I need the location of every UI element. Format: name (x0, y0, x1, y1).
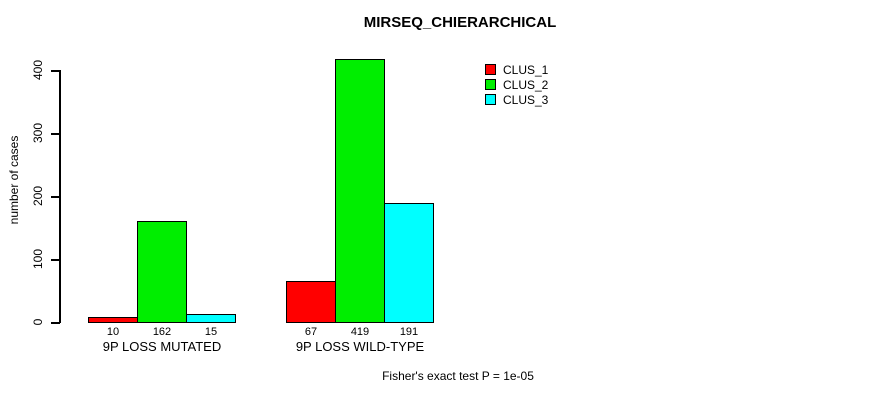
bar-value-label: 419 (350, 326, 370, 338)
y-tick-mark (51, 70, 60, 72)
y-tick-label: 300 (31, 122, 45, 144)
y-tick-label: 0 (31, 318, 45, 326)
bar-value-label: 162 (152, 326, 172, 338)
legend-swatch-clus2 (485, 79, 496, 90)
y-axis-label: number of cases (7, 135, 21, 225)
y-tick-label: 100 (31, 248, 45, 270)
legend-entry: CLUS_1 (485, 62, 548, 77)
bar-value-label: 67 (304, 326, 318, 338)
legend-label: CLUS_1 (503, 62, 549, 77)
x-category-label-wildtype: 9P LOSS WILD-TYPE (295, 339, 425, 354)
bar-value-label: 191 (399, 326, 419, 338)
y-tick-mark (51, 196, 60, 198)
legend-label: CLUS_2 (503, 77, 549, 92)
bar-value-label: 15 (204, 326, 218, 338)
y-tick-label: 400 (31, 59, 45, 81)
y-tick-label: 200 (31, 185, 45, 207)
chart-title: MIRSEQ_CHIERARCHICAL (363, 14, 557, 31)
bar-clus2-mutated (137, 221, 187, 323)
legend-label: CLUS_3 (503, 92, 549, 107)
bar-clus1-mutated (88, 317, 138, 323)
legend-entry: CLUS_3 (485, 92, 548, 107)
y-tick-mark (51, 322, 60, 324)
bar-value-label: 10 (106, 326, 120, 338)
y-tick-mark (51, 259, 60, 261)
legend-entry: CLUS_2 (485, 77, 548, 92)
x-category-label-mutated: 9P LOSS MUTATED (102, 339, 222, 354)
bar-clus3-wildtype (384, 203, 434, 323)
y-tick-mark (51, 133, 60, 135)
legend-swatch-clus3 (485, 94, 496, 105)
legend: CLUS_1 CLUS_2 CLUS_3 (485, 62, 548, 107)
bar-clus2-wildtype (335, 59, 385, 323)
bar-clus1-wildtype (286, 281, 336, 323)
bar-clus3-mutated (186, 314, 236, 323)
legend-swatch-clus1 (485, 64, 496, 75)
fisher-test-annotation: Fisher's exact test P = 1e-05 (382, 369, 534, 383)
